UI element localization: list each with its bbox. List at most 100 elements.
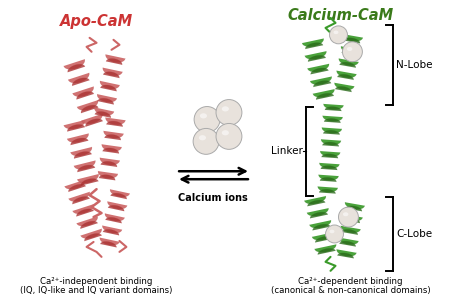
Polygon shape	[344, 38, 360, 43]
Polygon shape	[68, 64, 85, 72]
Polygon shape	[81, 178, 98, 186]
Polygon shape	[68, 73, 89, 83]
Polygon shape	[64, 59, 85, 69]
Polygon shape	[310, 212, 328, 218]
Polygon shape	[74, 151, 91, 159]
Polygon shape	[335, 83, 354, 90]
Polygon shape	[337, 253, 354, 258]
Polygon shape	[343, 214, 363, 221]
Polygon shape	[313, 81, 331, 87]
Ellipse shape	[222, 130, 229, 135]
Polygon shape	[325, 107, 341, 111]
Polygon shape	[102, 225, 122, 233]
Polygon shape	[74, 160, 95, 170]
Polygon shape	[313, 224, 330, 230]
Ellipse shape	[338, 36, 343, 39]
Polygon shape	[108, 205, 124, 211]
Polygon shape	[320, 178, 336, 182]
Polygon shape	[310, 77, 332, 85]
Ellipse shape	[205, 142, 212, 147]
Polygon shape	[324, 104, 344, 110]
Polygon shape	[100, 241, 117, 247]
Polygon shape	[323, 130, 339, 135]
Polygon shape	[307, 208, 328, 216]
Circle shape	[216, 124, 242, 149]
Polygon shape	[97, 94, 117, 102]
Polygon shape	[64, 180, 86, 189]
Polygon shape	[339, 241, 356, 247]
Circle shape	[194, 107, 220, 132]
Polygon shape	[73, 86, 94, 97]
Polygon shape	[342, 50, 358, 56]
Circle shape	[193, 128, 219, 154]
Polygon shape	[343, 34, 363, 41]
Polygon shape	[346, 206, 362, 211]
Polygon shape	[100, 158, 120, 165]
Polygon shape	[77, 217, 98, 226]
Polygon shape	[339, 59, 358, 66]
Text: Ca²⁺-independent binding: Ca²⁺-independent binding	[40, 277, 153, 286]
Polygon shape	[73, 204, 94, 214]
Polygon shape	[322, 127, 342, 133]
Polygon shape	[77, 100, 98, 110]
Ellipse shape	[222, 106, 229, 111]
Text: N-Lobe: N-Lobe	[396, 60, 433, 70]
Polygon shape	[84, 233, 101, 241]
Polygon shape	[107, 121, 123, 127]
Polygon shape	[108, 201, 127, 209]
Polygon shape	[318, 187, 337, 192]
Polygon shape	[337, 249, 356, 256]
Ellipse shape	[352, 53, 357, 56]
Polygon shape	[77, 165, 95, 172]
Polygon shape	[77, 174, 99, 183]
Polygon shape	[102, 144, 121, 151]
Polygon shape	[95, 112, 111, 118]
Polygon shape	[105, 135, 121, 140]
Polygon shape	[318, 248, 336, 255]
Polygon shape	[315, 244, 336, 252]
Ellipse shape	[228, 113, 235, 118]
Polygon shape	[342, 229, 358, 235]
Ellipse shape	[200, 113, 207, 119]
Ellipse shape	[343, 212, 348, 216]
Ellipse shape	[334, 31, 338, 34]
Ellipse shape	[329, 230, 335, 233]
Polygon shape	[337, 71, 356, 78]
Polygon shape	[308, 55, 326, 62]
Ellipse shape	[228, 138, 235, 142]
Ellipse shape	[206, 121, 213, 125]
Polygon shape	[82, 114, 102, 124]
Polygon shape	[341, 226, 361, 233]
Text: Calcium-CaM: Calcium-CaM	[287, 8, 393, 23]
Polygon shape	[313, 89, 334, 97]
Polygon shape	[110, 189, 130, 197]
Polygon shape	[321, 166, 337, 170]
Polygon shape	[64, 120, 85, 129]
Polygon shape	[320, 151, 340, 157]
Polygon shape	[322, 154, 338, 158]
Ellipse shape	[334, 235, 338, 238]
Polygon shape	[311, 68, 328, 74]
Polygon shape	[302, 39, 324, 47]
Polygon shape	[73, 197, 90, 204]
Polygon shape	[98, 98, 114, 105]
Polygon shape	[81, 229, 101, 238]
Polygon shape	[106, 217, 121, 223]
Polygon shape	[324, 119, 340, 123]
Polygon shape	[94, 108, 114, 116]
Circle shape	[326, 225, 344, 243]
Circle shape	[216, 99, 242, 125]
Polygon shape	[85, 119, 103, 127]
Polygon shape	[81, 221, 98, 229]
Polygon shape	[319, 163, 339, 169]
Text: Calcium ions: Calcium ions	[178, 193, 248, 203]
Polygon shape	[81, 105, 98, 113]
Polygon shape	[67, 124, 85, 132]
Polygon shape	[345, 202, 365, 209]
Polygon shape	[105, 214, 125, 221]
Polygon shape	[308, 200, 325, 206]
Polygon shape	[99, 175, 115, 180]
Polygon shape	[322, 142, 339, 146]
Polygon shape	[339, 238, 358, 244]
Polygon shape	[305, 43, 323, 49]
